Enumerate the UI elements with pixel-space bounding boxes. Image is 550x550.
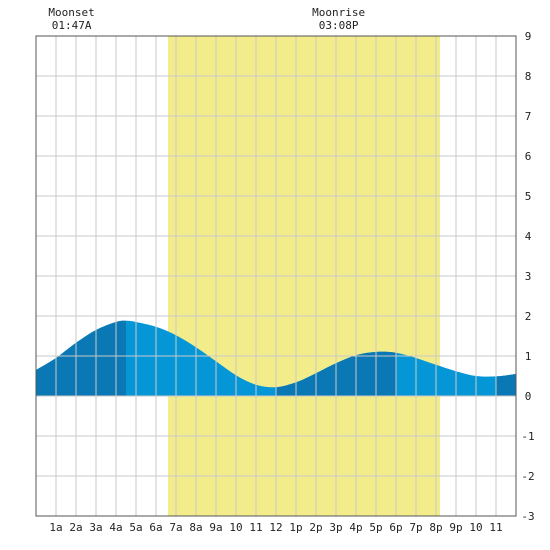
y-axis-ticks: -3 -2 -1 0 1 2 3 4 5 6 7 8 9 — [521, 30, 534, 523]
y-tick-label: 5 — [525, 190, 532, 203]
y-tick-label: 9 — [525, 30, 532, 43]
x-tick-label: 7p — [409, 521, 422, 534]
y-tick-label: 1 — [525, 350, 532, 363]
x-tick-label: 11 — [249, 521, 262, 534]
moon-event-time: 01:47A — [52, 19, 92, 32]
y-tick-label: -1 — [521, 430, 534, 443]
x-tick-label: 5a — [129, 521, 142, 534]
y-tick-label: 7 — [525, 110, 532, 123]
y-tick-label: 4 — [525, 230, 532, 243]
y-tick-label: 6 — [525, 150, 532, 163]
grid — [36, 36, 516, 516]
x-tick-label: 3p — [329, 521, 342, 534]
x-tick-label: 7a — [169, 521, 182, 534]
x-tick-label: 10 — [229, 521, 242, 534]
x-tick-label: 11 — [489, 521, 502, 534]
y-tick-label: 3 — [525, 270, 532, 283]
x-tick-label: 2p — [309, 521, 322, 534]
x-tick-label: 2a — [69, 521, 82, 534]
y-tick-label: -2 — [521, 470, 534, 483]
x-tick-label: 5p — [369, 521, 382, 534]
x-tick-label: 4a — [109, 521, 122, 534]
x-tick-label: 3a — [89, 521, 102, 534]
x-tick-label: 9p — [449, 521, 462, 534]
y-tick-label: 2 — [525, 310, 532, 323]
moon-event-time: 03:08P — [319, 19, 359, 32]
x-tick-label: 8a — [189, 521, 202, 534]
x-tick-label: 12 — [269, 521, 282, 534]
x-axis-ticks: 1a 2a 3a 4a 5a 6a 7a 8a 9a 10 11 12 1p 2p 3p 4p 5p 6p 7p 8p… — [49, 521, 502, 534]
y-tick-label: 8 — [525, 70, 532, 83]
moon-event-label: Moonrise — [312, 6, 365, 19]
x-tick-label: 6a — [149, 521, 162, 534]
x-tick-label: 8p — [429, 521, 442, 534]
y-tick-label: 0 — [525, 390, 532, 403]
y-tick-label: -3 — [521, 510, 534, 523]
x-tick-label: 9a — [209, 521, 222, 534]
moon-event-label: Moonset — [48, 6, 94, 19]
x-tick-label: 1p — [289, 521, 302, 534]
x-tick-label: 6p — [389, 521, 402, 534]
x-tick-label: 4p — [349, 521, 362, 534]
x-tick-label: 10 — [469, 521, 482, 534]
x-tick-label: 1a — [49, 521, 62, 534]
plot-border — [35, 35, 517, 517]
